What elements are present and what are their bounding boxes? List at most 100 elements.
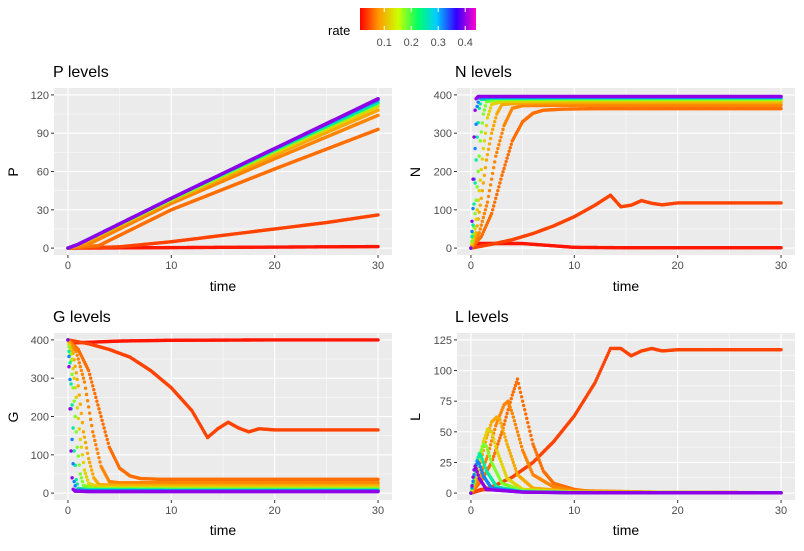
data-point	[493, 160, 496, 163]
panel-title: P levels	[53, 64, 109, 81]
data-point	[483, 108, 486, 111]
data-point	[487, 195, 490, 198]
data-point	[501, 170, 504, 173]
data-point	[779, 107, 782, 110]
data-point	[488, 142, 491, 145]
y-tick-label: 120	[31, 90, 49, 102]
x-tick-label: 10	[165, 260, 177, 272]
data-point	[483, 174, 486, 177]
data-point	[499, 177, 502, 180]
data-point	[489, 183, 492, 186]
data-point	[376, 128, 379, 131]
data-point	[483, 139, 486, 142]
x-tick-label: 30	[372, 260, 384, 272]
data-point	[475, 208, 478, 211]
data-point	[493, 200, 496, 203]
data-point	[479, 204, 482, 207]
data-point	[498, 181, 501, 184]
data-point	[506, 153, 509, 156]
data-point	[487, 148, 490, 151]
data-point	[490, 132, 493, 135]
y-axis-title: P	[5, 167, 21, 176]
data-point	[500, 132, 503, 135]
data-point	[505, 156, 508, 159]
data-point	[484, 104, 487, 107]
panel-title: N levels	[455, 64, 512, 81]
data-point	[470, 239, 473, 242]
data-point	[494, 154, 497, 157]
data-point	[475, 185, 478, 188]
data-point	[494, 197, 497, 200]
data-point	[475, 224, 478, 227]
data-point	[482, 181, 485, 184]
data-point	[376, 114, 379, 117]
data-point	[488, 189, 491, 192]
data-point	[509, 146, 512, 149]
y-tick-label: 90	[37, 128, 49, 140]
data-point	[484, 208, 487, 211]
data-point	[481, 189, 484, 192]
data-point	[483, 212, 486, 215]
panel-p-levels: P levels 0 30 60 90 120 0 10 20 30 time P	[5, 64, 392, 294]
data-point	[492, 124, 495, 127]
data-point	[779, 201, 782, 204]
data-point	[496, 147, 499, 150]
data-point	[504, 160, 507, 163]
data-point	[490, 177, 493, 180]
data-point	[486, 116, 489, 119]
data-point	[489, 106, 492, 109]
data-point	[495, 151, 498, 154]
data-point	[376, 245, 379, 248]
data-point	[480, 168, 483, 171]
data-point	[478, 189, 481, 192]
data-point	[491, 208, 494, 211]
legend-title: rate	[328, 23, 350, 38]
data-point	[474, 218, 477, 221]
data-point	[500, 174, 503, 177]
data-point	[484, 132, 487, 135]
data-point	[484, 166, 487, 169]
data-point	[479, 178, 482, 181]
data-point	[492, 204, 495, 207]
legend-tick-label: 0.1	[377, 37, 392, 49]
data-point	[376, 97, 379, 100]
data-point	[498, 139, 501, 142]
data-point	[473, 212, 476, 215]
data-point	[376, 109, 379, 112]
data-point	[779, 246, 782, 249]
data-point	[510, 143, 513, 146]
legend-tick-label: 0.3	[431, 37, 446, 49]
data-point	[491, 172, 494, 175]
data-point	[482, 147, 485, 150]
data-point	[485, 158, 488, 161]
data-point	[501, 128, 504, 131]
data-point	[487, 113, 490, 116]
data-point	[482, 112, 485, 115]
legend-colorbar	[360, 8, 476, 30]
x-ticks: 0 10 20 30	[65, 255, 384, 272]
x-tick-label: 20	[269, 260, 281, 272]
data-point	[486, 200, 489, 203]
data-point	[480, 197, 483, 200]
data-point	[493, 120, 496, 123]
data-point	[495, 193, 498, 196]
data-point	[476, 170, 479, 173]
x-tick-label: 0	[65, 260, 71, 272]
x-axis-title: time	[210, 278, 237, 294]
data-point	[499, 135, 502, 138]
data-point	[508, 150, 511, 153]
data-point	[478, 231, 481, 234]
data-point	[497, 143, 500, 146]
data-point	[480, 130, 483, 133]
data-point	[494, 116, 497, 119]
data-point	[478, 154, 481, 157]
data-point	[481, 121, 484, 124]
data-point	[479, 139, 482, 142]
data-point	[474, 199, 477, 202]
data-point	[490, 212, 493, 215]
y-tick-label: 60	[37, 167, 49, 179]
data-point	[486, 153, 489, 156]
